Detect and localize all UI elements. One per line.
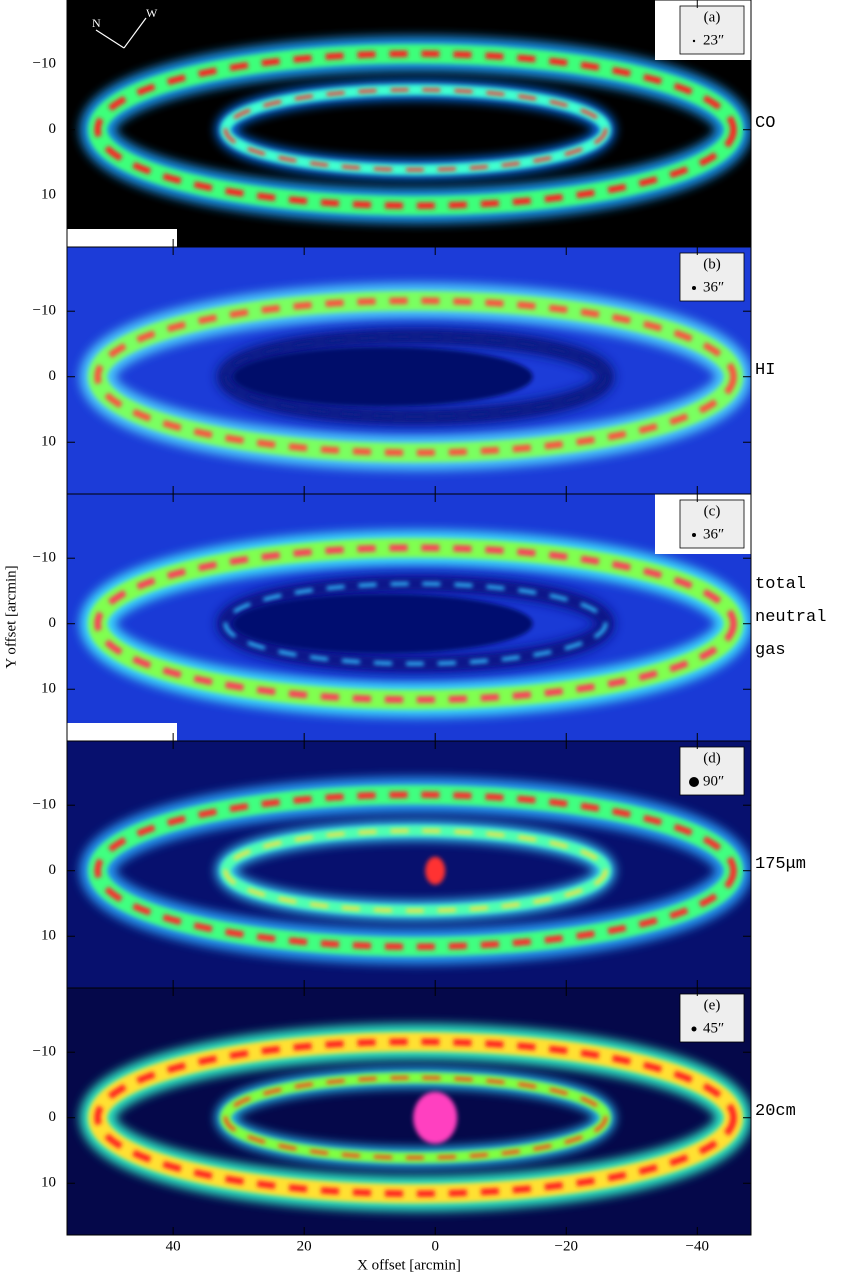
emission-ring [94, 791, 737, 950]
emission-ring [223, 87, 608, 172]
tracer-label: total neutral gas [755, 575, 827, 660]
panel-image [67, 741, 751, 988]
core [425, 856, 446, 885]
y-tick-label: 0 [49, 615, 57, 631]
y-tick-label: −10 [33, 56, 56, 72]
tag-box [679, 5, 745, 55]
tag-box [679, 746, 745, 796]
panel-image [67, 988, 751, 1235]
emission-ring [94, 297, 737, 456]
panel-tag: (d) [703, 750, 721, 766]
y-tick-label: −10 [33, 550, 56, 566]
panel-image [67, 247, 751, 494]
x-tick-label: 40 [166, 1238, 181, 1254]
compass-arrow [123, 17, 147, 49]
panel: (a) 23″ −10 0 10 [33, 0, 752, 248]
y-tick-label: 0 [49, 121, 57, 137]
compass-label: W [146, 6, 158, 20]
y-tick-label: 0 [49, 1109, 57, 1125]
x-axis-label: X offset [arcmin] [357, 1257, 461, 1273]
emission-ring [94, 544, 737, 703]
compass: NW [92, 6, 158, 49]
tag-box [679, 499, 745, 549]
panel-tag: (c) [704, 503, 721, 519]
beam [692, 533, 696, 537]
emission-ring [223, 1075, 608, 1160]
panel-image [67, 494, 751, 741]
core [232, 346, 533, 407]
y-tick-label: 10 [41, 1175, 56, 1191]
x-tick-label: 0 [431, 1238, 439, 1254]
y-tick-label: 10 [41, 434, 56, 450]
compass-arrow [95, 29, 125, 49]
panel-frame [66, 987, 752, 1236]
beam [689, 777, 699, 787]
beam [691, 1026, 697, 1032]
beam-size: 36″ [703, 279, 724, 295]
x-tick-label: −20 [555, 1238, 578, 1254]
y-tick-label: −10 [33, 303, 56, 319]
x-tick-label: 20 [297, 1238, 312, 1254]
tracer-label: 20cm [755, 1102, 796, 1121]
compass-label: N [92, 16, 101, 30]
no-data [67, 723, 177, 741]
beam-size: 90″ [703, 773, 724, 789]
emission-ring [223, 828, 608, 913]
tag-box [679, 252, 745, 302]
panel: (c) 36″ −10 0 10 [33, 493, 752, 742]
emission-ring [223, 334, 608, 419]
x-tick-label: −40 [686, 1238, 709, 1254]
beam-size: 45″ [703, 1020, 724, 1036]
y-axis-label: Y offset [arcmin] [3, 565, 19, 668]
beam [692, 39, 696, 43]
y-tick-label: 0 [49, 862, 57, 878]
beam-size: 36″ [703, 526, 724, 542]
beam-size: 23″ [703, 32, 724, 48]
panel-tag: (b) [703, 256, 721, 272]
y-tick-label: −10 [33, 1044, 56, 1060]
y-tick-label: 10 [41, 928, 56, 944]
no-data [67, 229, 177, 247]
panel: (b) 36″ −10 0 10 [33, 246, 752, 495]
emission-ring [94, 1038, 737, 1197]
panel-image [67, 0, 751, 247]
panel-tag: (e) [704, 997, 721, 1013]
tag-box [679, 993, 745, 1043]
panel: (d) 90″ −10 0 10 [33, 740, 752, 989]
core [232, 593, 533, 654]
tracer-label: HI [755, 361, 776, 380]
tracer-label: 175μm [755, 855, 807, 874]
panel-tag: (a) [704, 9, 721, 25]
y-tick-label: −10 [33, 797, 56, 813]
y-tick-label: 10 [41, 187, 56, 203]
y-tick-label: 0 [49, 368, 57, 384]
tracer-label: CO [755, 114, 776, 133]
y-tick-label: 10 [41, 681, 56, 697]
core [413, 1091, 458, 1144]
beam [692, 286, 696, 290]
panel: (e) 45″ −10 0 10 [33, 987, 752, 1236]
emission-ring [223, 581, 608, 666]
emission-ring [94, 50, 737, 209]
